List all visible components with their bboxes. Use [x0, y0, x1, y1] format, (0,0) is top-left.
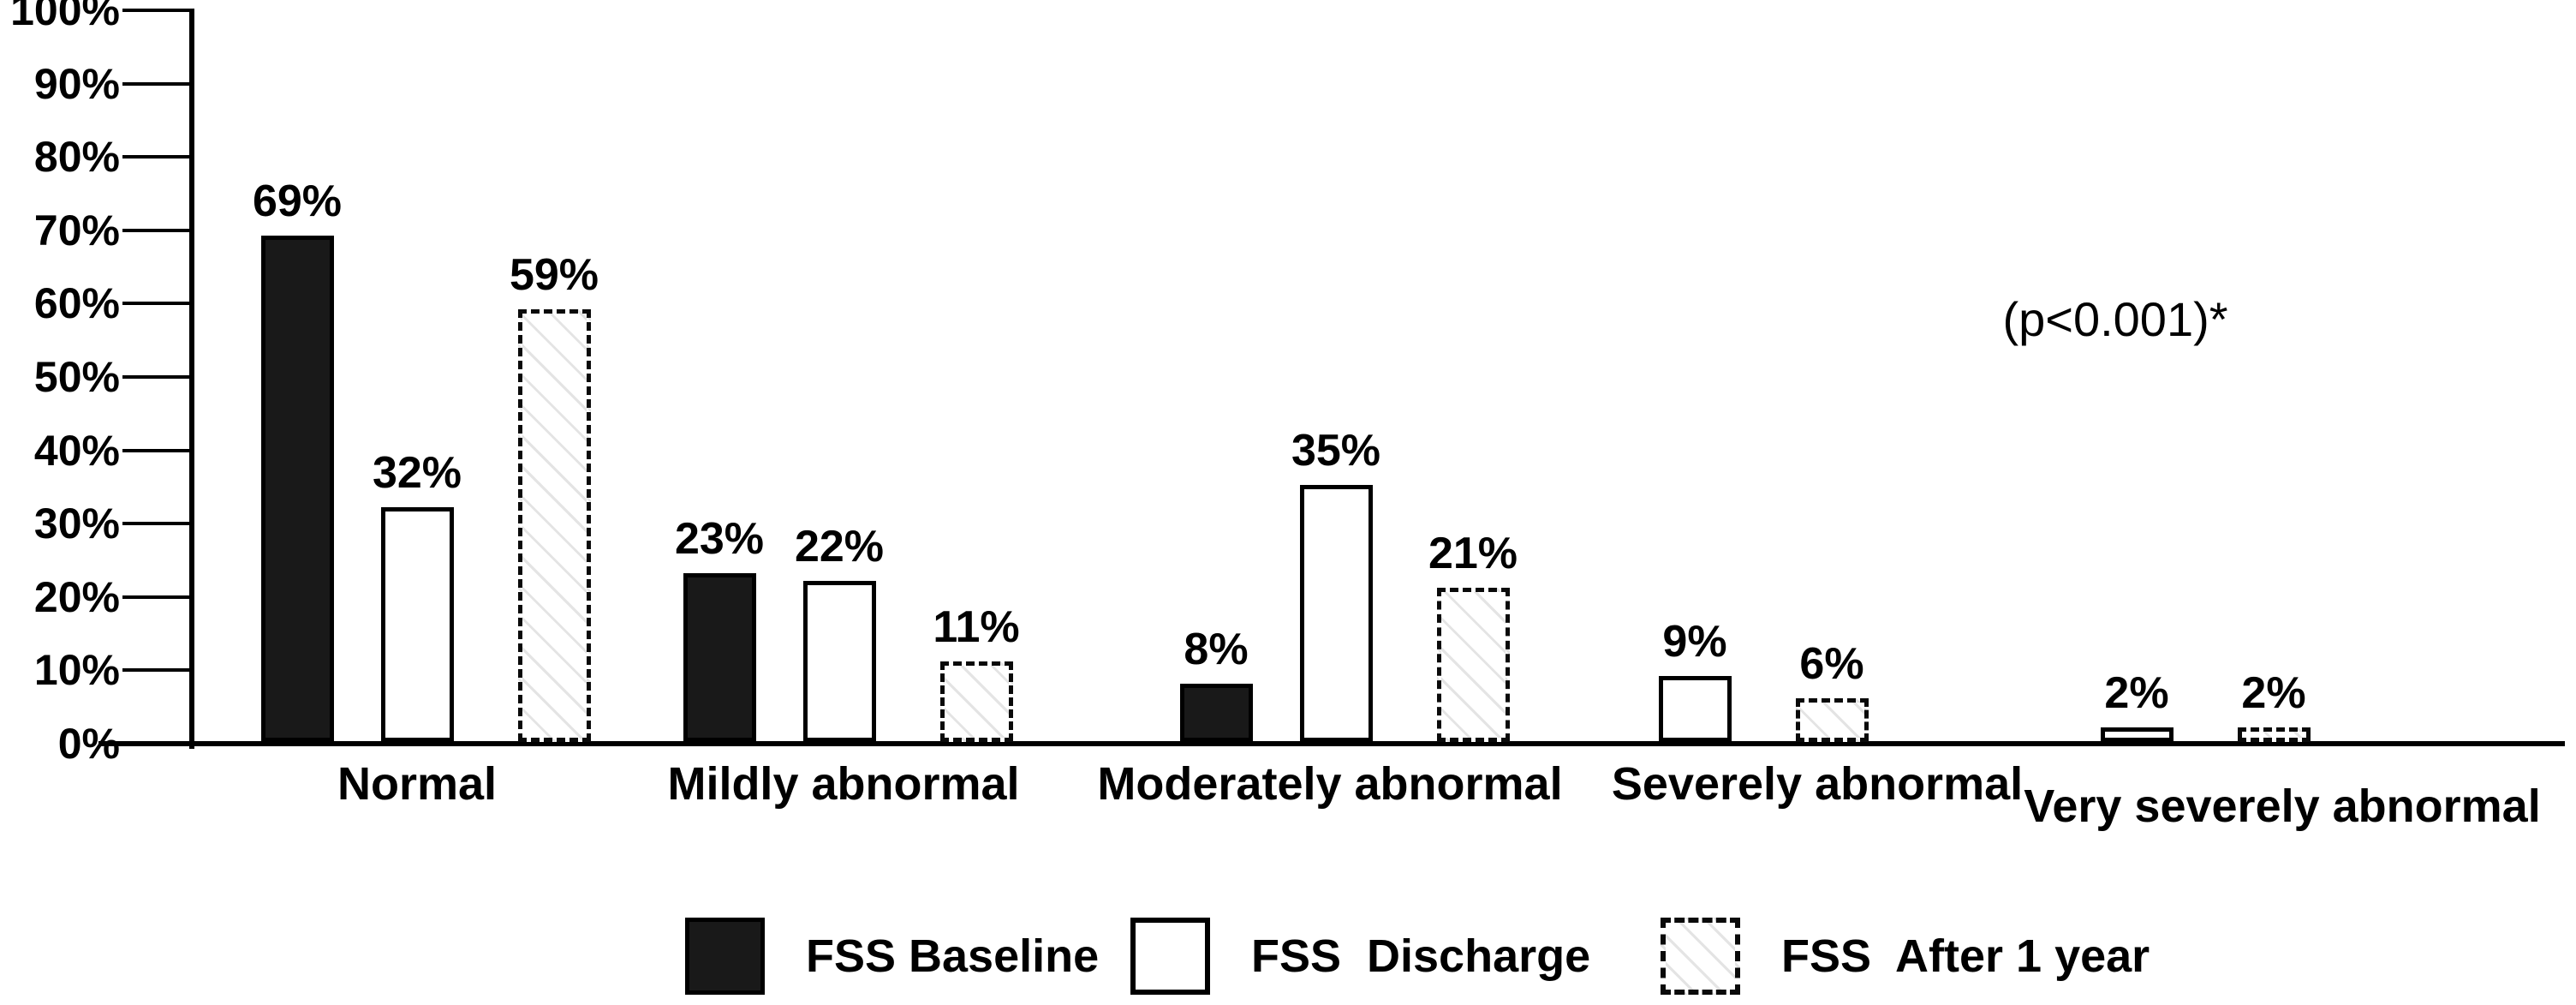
y-tick-label: 10%: [33, 646, 120, 695]
y-tick-label: 60%: [33, 279, 120, 328]
bar-moderately-abnormal-fss-discharge: [1299, 485, 1373, 742]
y-axis-line: [189, 9, 194, 749]
bar-value-label: 11%: [933, 601, 1020, 652]
bar-moderately-abnormal-fss-after-1-year: [1436, 588, 1510, 742]
category-label-normal: Normal: [337, 758, 498, 810]
y-tick: [122, 668, 194, 673]
y-tick: [122, 595, 194, 599]
category-label-moderately-abnormal: Moderately abnormal: [1097, 758, 1563, 810]
legend-item-fss-discharge: FSS Discharge: [1130, 917, 1590, 996]
bar-value-label: 9%: [1662, 616, 1727, 667]
legend-item-fss-baseline: FSS Baseline: [685, 917, 1099, 996]
bar-normal-fss-after-1-year: [517, 308, 591, 742]
bar-normal-fss-baseline: [260, 236, 334, 742]
y-tick: [122, 742, 194, 745]
legend-swatch-white-outline-icon: [1130, 918, 1210, 995]
bar-mildly-abnormal-fss-baseline: [683, 573, 756, 742]
y-tick-label: 40%: [33, 426, 120, 475]
legend-item-fss-after-1-year: FSS After 1 year: [1661, 917, 2150, 996]
bar-severely-abnormal-fss-discharge: [1658, 675, 1732, 742]
bar-value-label: 6%: [1799, 638, 1864, 689]
bar-severely-abnormal-fss-after-1-year: [1795, 697, 1869, 742]
y-tick: [122, 448, 194, 452]
y-tick-label: 20%: [33, 572, 120, 621]
bar-very-severely-abnormal-fss-discharge: [2100, 727, 2174, 742]
y-tick: [122, 522, 194, 526]
y-tick-label: 90%: [33, 59, 120, 108]
y-tick: [122, 81, 194, 86]
y-tick-label: 0%: [57, 720, 120, 768]
bar-very-severely-abnormal-fss-after-1-year: [2237, 727, 2311, 742]
y-tick-label: 30%: [33, 500, 120, 548]
legend-swatch-solid-black-icon: [685, 918, 765, 995]
x-axis-line: [98, 741, 2565, 746]
legend-label-fss-after-1-year: FSS After 1 year: [1781, 930, 2150, 982]
y-tick-label: 100%: [10, 0, 120, 34]
y-tick: [122, 302, 194, 306]
y-tick: [122, 228, 194, 232]
bar-value-label: 21%: [1428, 529, 1518, 579]
legend-swatch-dashed-hatch-icon: [1661, 918, 1740, 995]
y-tick-label: 50%: [33, 353, 120, 401]
bar-value-label: 35%: [1291, 426, 1381, 476]
bar-mildly-abnormal-fss-after-1-year: [939, 661, 1013, 742]
legend-label-fss-discharge: FSS Discharge: [1251, 930, 1591, 982]
y-tick: [122, 155, 194, 159]
legend-label-fss-baseline: FSS Baseline: [806, 930, 1100, 982]
y-tick-label: 80%: [33, 133, 120, 182]
bar-value-label: 22%: [794, 521, 885, 571]
bar-mildly-abnormal-fss-discharge: [802, 580, 876, 742]
bar-value-label: 32%: [372, 448, 462, 499]
bar-value-label: 69%: [252, 176, 343, 227]
p-value-annotation: (p<0.001)*: [2002, 292, 2228, 346]
bar-value-label: 2%: [2104, 667, 2169, 718]
bar-normal-fss-discharge: [380, 507, 454, 742]
category-label-very-severely-abnormal: Very severely abnormal: [2024, 781, 2541, 832]
bar-value-label: 23%: [674, 514, 765, 565]
category-label-mildly-abnormal: Mildly abnormal: [667, 758, 1020, 810]
bar-moderately-abnormal-fss-baseline: [1179, 683, 1253, 742]
y-tick: [122, 9, 194, 12]
y-tick: [122, 375, 194, 379]
y-tick-label: 70%: [33, 206, 120, 254]
bar-value-label: 59%: [509, 249, 599, 300]
bar-value-label: 8%: [1184, 624, 1249, 674]
category-label-severely-abnormal: Severely abnormal: [1611, 758, 2024, 810]
bar-value-label: 2%: [2241, 667, 2306, 718]
